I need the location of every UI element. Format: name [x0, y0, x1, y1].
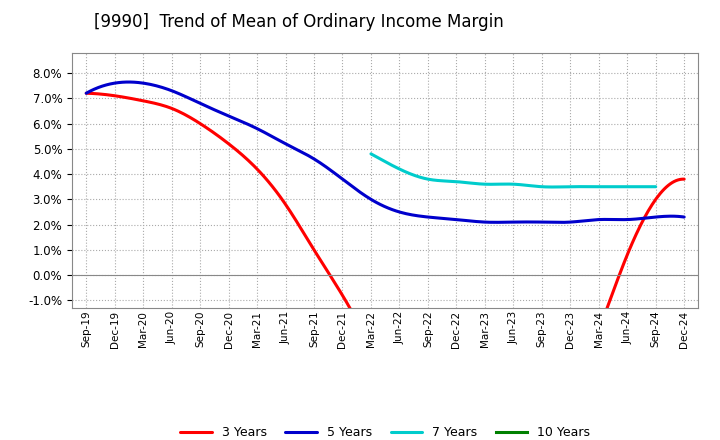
Line: 7 Years: 7 Years	[371, 154, 656, 187]
5 Years	[590, 217, 598, 223]
3 Years	[680, 176, 688, 182]
Legend: 3 Years, 5 Years, 7 Years, 10 Years: 3 Years, 5 Years, 7 Years, 10 Years	[176, 422, 595, 440]
5 Years	[82, 91, 91, 96]
5 Years	[84, 89, 93, 95]
5 Years	[124, 79, 132, 84]
3 Years	[588, 345, 596, 351]
Line: 3 Years: 3 Years	[86, 93, 684, 440]
7 Years	[366, 151, 375, 157]
7 Years	[608, 184, 616, 189]
3 Years	[82, 91, 91, 96]
7 Years	[536, 184, 545, 189]
3 Years	[626, 245, 634, 250]
7 Years	[535, 184, 544, 189]
3 Years	[84, 91, 93, 96]
5 Years	[438, 216, 446, 221]
5 Years	[450, 217, 459, 222]
5 Years	[680, 214, 688, 220]
7 Years	[549, 184, 557, 190]
5 Years	[628, 216, 636, 222]
5 Years	[440, 216, 449, 221]
5 Years	[554, 220, 562, 225]
7 Years	[652, 184, 660, 189]
Line: 5 Years: 5 Years	[86, 82, 684, 222]
7 Years	[541, 184, 549, 190]
7 Years	[368, 152, 377, 157]
7 Years	[626, 184, 634, 189]
Text: [9990]  Trend of Mean of Ordinary Income Margin: [9990] Trend of Mean of Ordinary Income …	[94, 13, 503, 31]
